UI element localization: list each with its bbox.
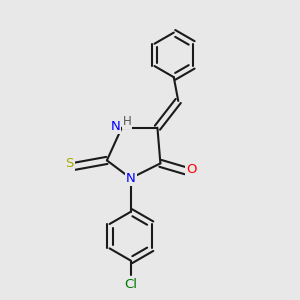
Text: N: N [126,172,136,185]
Text: S: S [66,158,74,170]
Text: N: N [110,120,120,133]
Text: Cl: Cl [124,278,137,291]
Text: O: O [186,163,196,176]
Text: H: H [123,115,131,128]
